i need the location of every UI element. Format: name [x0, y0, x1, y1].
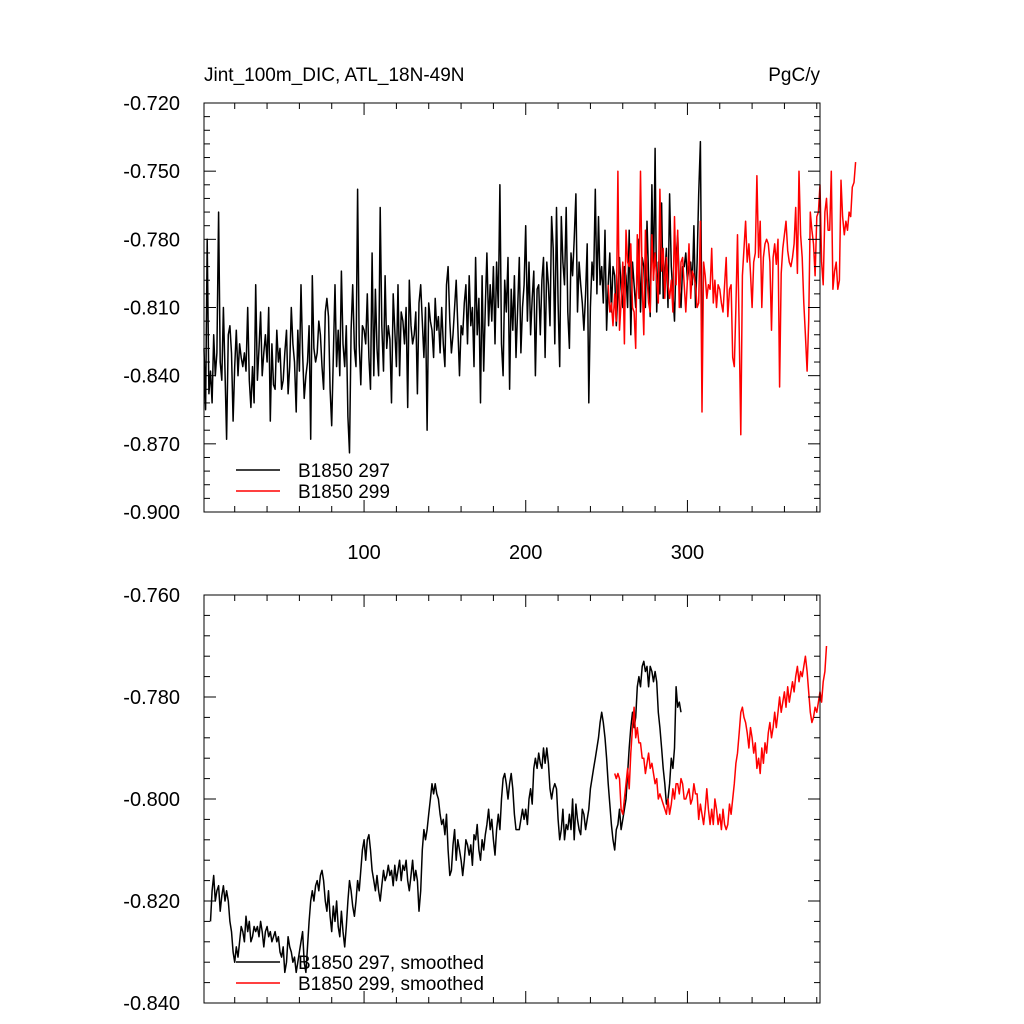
bottom-series-group	[209, 645, 828, 974]
top-chart-title: Jint_100m_DIC, ATL_18N-49N	[204, 65, 465, 86]
bottom-series-b1850-297-smoothed	[209, 660, 682, 974]
bottom-plot-frame	[203, 594, 821, 1004]
top-xtick-label: 300	[671, 542, 704, 564]
legend-label-b1850-297-smoothed: B1850 297, smoothed	[298, 953, 484, 974]
top-series-b1850-297	[203, 140, 703, 454]
top-ytick-label: -0.900	[123, 502, 180, 524]
top-chart-units: PgC/y	[768, 65, 820, 86]
bottom-ytick-label: -0.760	[123, 585, 180, 607]
top-xtick-label: 200	[509, 542, 542, 564]
bottom-ytick-label: -0.840	[123, 993, 180, 1015]
bottom-legend: B1850 297, smoothed B1850 299, smoothed	[236, 953, 484, 995]
top-xtick-label: 100	[347, 542, 380, 564]
top-ytick-label: -0.720	[123, 93, 180, 115]
top-series-b1850-299	[607, 162, 857, 436]
bottom-ytick-label: -0.780	[123, 687, 180, 709]
top-panel: Jint_100m_DIC, ATL_18N-49N PgC/y -0.720-…	[123, 65, 857, 564]
top-axes: -0.720 -0.750 -0.780 -0.810 -0.840 -0.870 -0.9…	[123, 93, 821, 564]
bottom-ytick-label: -0.820	[123, 891, 180, 913]
bottom-ytick-label: -0.800	[123, 789, 180, 811]
top-ytick-label: -0.780	[123, 229, 180, 251]
bottom-series-b1850-299-smoothed	[613, 645, 828, 831]
legend-label-b1850-299-smoothed: B1850 299, smoothed	[298, 974, 484, 995]
top-ytick-label: -0.840	[123, 366, 180, 388]
legend-label-b1850-299: B1850 299	[298, 482, 390, 503]
top-ytick-label: -0.810	[123, 298, 180, 320]
top-series-group	[203, 140, 857, 454]
bottom-panel: -0.760 -0.780 -0.800 -0.820 -0.840 B1850 297…	[123, 585, 828, 1015]
bottom-axes: -0.760 -0.780 -0.800 -0.820 -0.840	[123, 585, 821, 1015]
top-ytick-label: -0.750	[123, 161, 180, 183]
legend-label-b1850-297: B1850 297	[298, 461, 390, 482]
top-ytick-label: -0.870	[123, 434, 180, 456]
top-legend: B1850 297 B1850 299	[236, 461, 390, 503]
